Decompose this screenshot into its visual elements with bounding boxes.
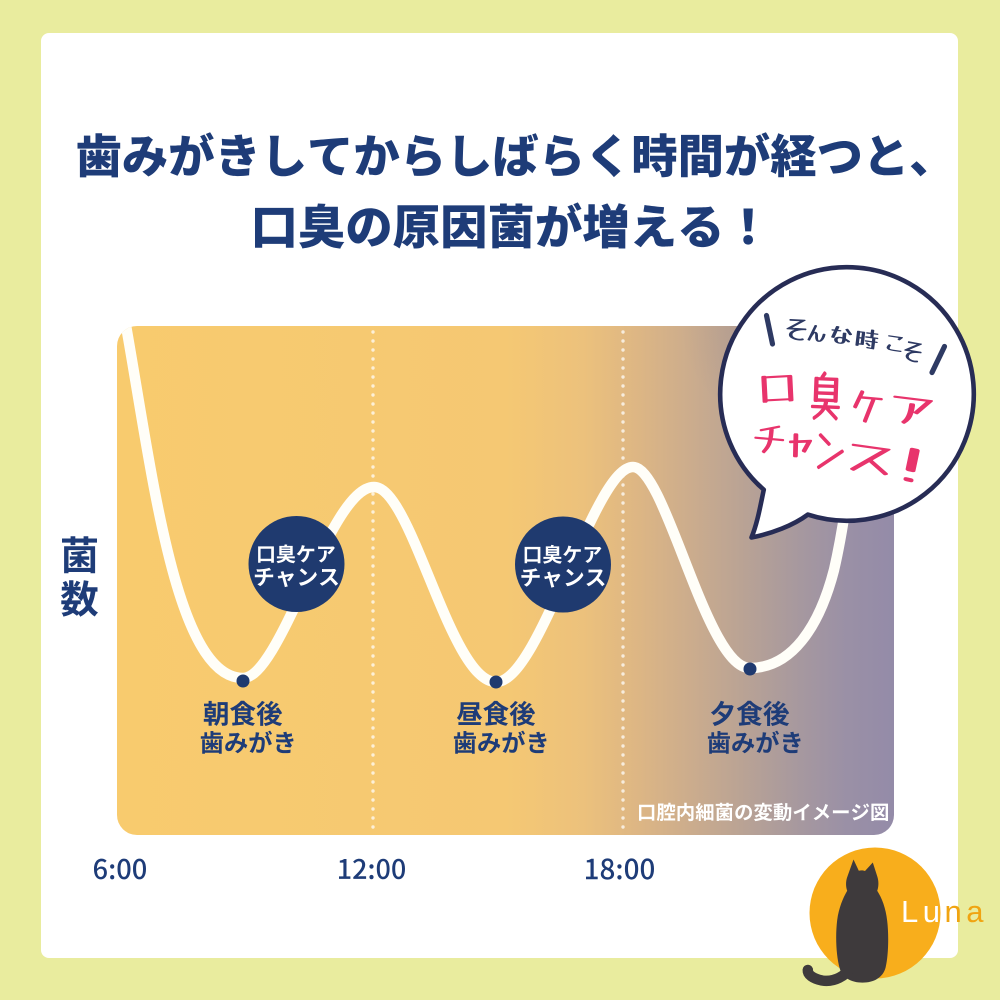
- svg-text:Luna: Luna: [901, 894, 988, 929]
